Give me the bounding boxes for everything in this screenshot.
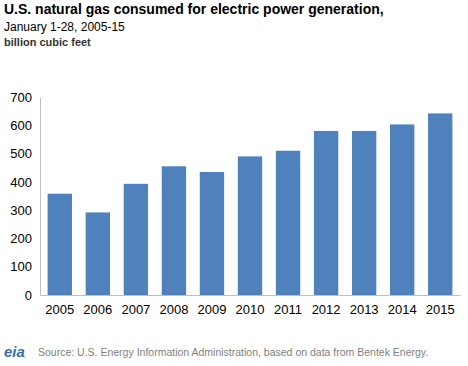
x-tick: 2013	[350, 295, 379, 317]
logo: eia	[4, 343, 25, 360]
bar	[352, 131, 376, 295]
x-axis: 2005 2006 2007 2008 2009 2010 2011 2012 2013 2014…	[41, 295, 461, 317]
bar	[276, 151, 300, 295]
x-tick-label: 2009	[197, 302, 226, 317]
x-tick: 2008	[159, 295, 188, 317]
title: U.S. natural gas consumed for electric p…	[4, 1, 384, 17]
y-tick: 300	[10, 203, 40, 218]
x-axis-line	[41, 295, 461, 296]
y-tick-label: 0	[25, 288, 32, 303]
y-tick-label: 100	[10, 259, 32, 274]
bar	[238, 156, 262, 295]
y-axis-line	[40, 98, 41, 296]
x-tick: 2010	[236, 295, 265, 317]
y-tick: 700	[10, 90, 40, 105]
y-tick-label: 600	[10, 118, 32, 133]
y-tick: 500	[10, 146, 40, 161]
y-tick: 200	[10, 231, 40, 246]
x-tick-label: 2010	[236, 302, 265, 317]
y-axis-title: billion cubic feet	[4, 36, 91, 48]
x-tick-label: 2007	[121, 302, 150, 317]
y-tick-label: 700	[10, 90, 32, 105]
x-tick: 2009	[197, 295, 226, 317]
y-tick: 100	[10, 259, 40, 274]
source: Source: U.S. Energy Information Administ…	[38, 346, 428, 358]
bars	[48, 113, 453, 295]
x-tick-label: 2006	[83, 302, 112, 317]
bar	[314, 131, 338, 295]
y-tick-label: 500	[10, 146, 32, 161]
x-tick-label: 2012	[312, 302, 341, 317]
bar	[48, 194, 72, 295]
subtitle: January 1-28, 2005-15	[4, 20, 125, 34]
bar	[86, 212, 110, 295]
bar	[200, 172, 224, 295]
y-axis: 0 100 200 300 400 500 600 700	[10, 90, 40, 303]
x-tick-label: 2013	[350, 302, 379, 317]
y-tick-label: 300	[10, 203, 32, 218]
chart: U.S. natural gas consumed for electric p…	[0, 0, 468, 366]
x-tick-label: 2005	[45, 302, 74, 317]
x-tick: 2005	[45, 295, 74, 317]
bar	[390, 124, 414, 295]
y-tick: 600	[10, 118, 40, 133]
x-tick: 2011	[274, 295, 302, 317]
x-tick: 2007	[121, 295, 150, 317]
y-tick-label: 200	[10, 231, 32, 246]
bar	[428, 113, 452, 295]
y-tick: 0	[25, 288, 40, 303]
x-tick-label: 2014	[388, 302, 417, 317]
y-tick-label: 400	[10, 175, 32, 190]
bar	[124, 184, 148, 295]
x-tick: 2015	[426, 295, 455, 317]
y-tick: 400	[10, 175, 40, 190]
x-tick-label: 2015	[426, 302, 455, 317]
x-tick-label: 2008	[159, 302, 188, 317]
x-tick: 2014	[388, 295, 417, 317]
x-tick: 2006	[83, 295, 112, 317]
plot: 0100200300400500600700200520062007200820…	[10, 90, 460, 318]
x-tick-label: 2011	[274, 302, 302, 317]
bar	[162, 166, 186, 295]
x-tick: 2012	[312, 295, 341, 317]
